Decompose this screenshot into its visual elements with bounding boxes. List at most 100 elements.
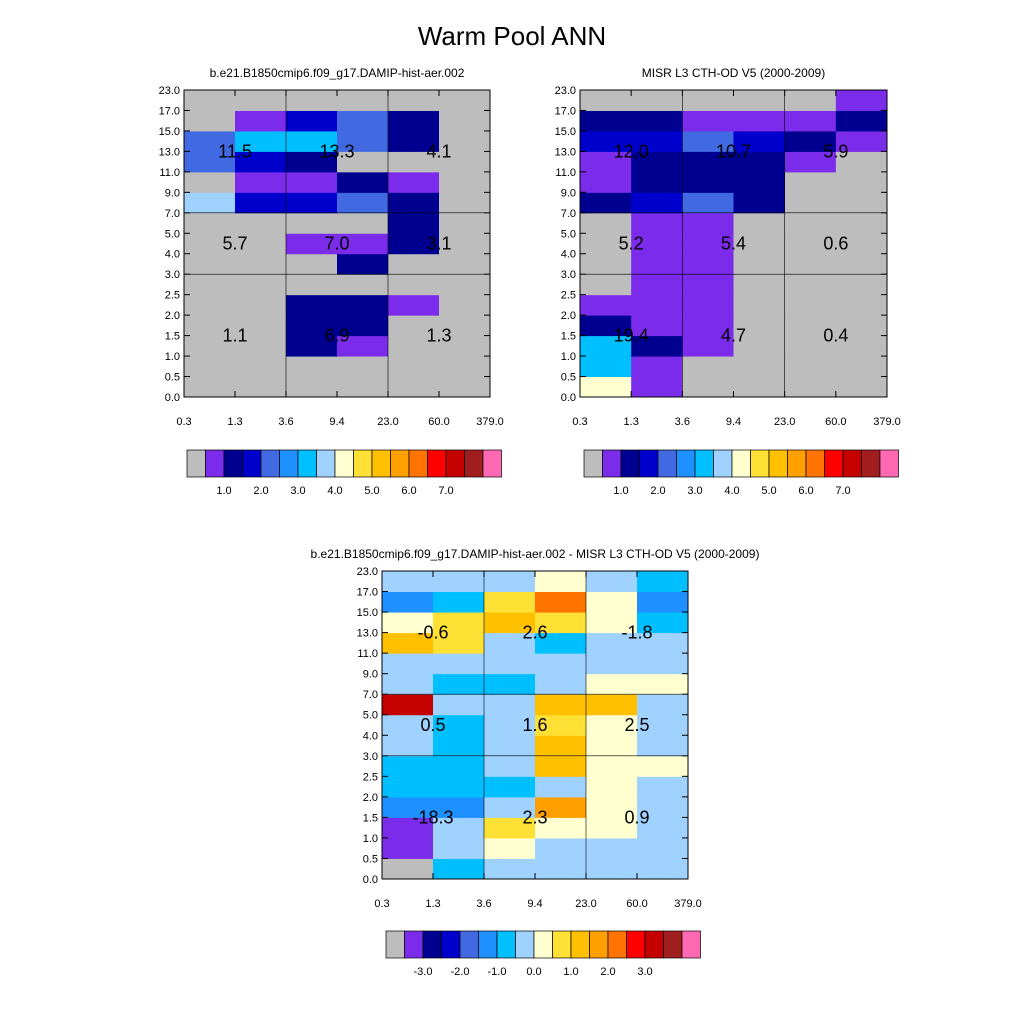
colorbar-swatch	[445, 449, 465, 478]
colorbar-swatch	[824, 449, 844, 478]
value-label: 11.5	[218, 141, 252, 161]
colorbar-swatch	[496, 930, 516, 959]
heatmap-cell	[286, 151, 338, 173]
heatmap-cell	[382, 694, 434, 716]
colorbar-swatch	[408, 449, 428, 478]
heatmap-cell	[835, 253, 888, 275]
heatmap-cell	[682, 212, 734, 234]
colorbar-label: 1.0	[216, 485, 231, 497]
heatmap-cell	[535, 591, 587, 613]
heatmap-cell	[184, 90, 236, 111]
value-label: 0.5	[420, 715, 445, 735]
heatmap-cell	[439, 151, 491, 173]
heatmap-cell	[835, 356, 888, 378]
colorbar-label: 3.0	[687, 485, 702, 497]
heatmap-cell	[433, 673, 485, 695]
heatmap-cell	[637, 591, 689, 613]
colorbar-swatch	[371, 449, 391, 478]
colorbar-swatch	[385, 930, 405, 959]
x-tick-label: 379.0	[674, 898, 702, 910]
colorbar-label: 5.0	[364, 485, 379, 497]
heatmap-cell	[337, 274, 389, 296]
y-tick-label: 0.5	[363, 853, 378, 865]
heatmap-cell	[484, 653, 536, 675]
heatmap-cell	[337, 212, 389, 234]
x-tick-label: 9.4	[726, 416, 741, 428]
heatmap-cell	[835, 335, 888, 357]
heatmap-cell	[433, 858, 485, 880]
colorbar-swatch	[879, 449, 899, 478]
colorbar-swatch	[533, 930, 553, 959]
heatmap-cell	[580, 294, 632, 316]
heatmap-cell	[580, 253, 632, 275]
heatmap-cell	[337, 110, 389, 132]
heatmap-cell	[184, 294, 236, 316]
value-label: 2.6	[522, 623, 547, 643]
heatmap-cell	[682, 90, 734, 111]
heatmap-cell	[535, 612, 587, 634]
heatmap-cell	[388, 274, 440, 296]
colorbar-swatch	[552, 930, 572, 959]
heatmap-cell	[535, 755, 587, 777]
heatmap-panel-1: 0.0 0.5 1.0 1.5 2.0 2.5 3.0 4.0 5.0 7.0 9.0 11.0 13.…	[159, 66, 504, 497]
heatmap-cell	[388, 90, 440, 111]
y-tick-label: 0.0	[165, 392, 180, 404]
colorbar-swatch	[639, 449, 659, 478]
heatmap-cell	[439, 356, 491, 378]
heatmap-cell	[733, 110, 786, 132]
x-tick-label: 23.0	[774, 416, 795, 428]
colorbar-swatch	[464, 449, 484, 478]
heatmap-cell	[382, 632, 434, 654]
heatmap-cell	[433, 714, 485, 736]
heatmap-cell	[388, 151, 440, 173]
value-label: 0.6	[823, 234, 848, 254]
colorbar-swatch	[676, 449, 696, 478]
y-tick-label: 9.0	[363, 669, 378, 681]
colorbar-swatch	[260, 449, 280, 478]
y-tick-label: 17.0	[357, 587, 378, 599]
y-tick-label: 2.0	[363, 792, 378, 804]
y-tick-label: 0.0	[363, 874, 378, 886]
heatmap-cell	[382, 837, 434, 859]
heatmap-cell	[433, 755, 485, 777]
y-tick-label: 2.5	[363, 771, 378, 783]
heatmap-cell	[631, 274, 683, 296]
heatmap-cell	[586, 673, 638, 695]
heatmap-cell	[631, 335, 683, 357]
heatmap-cell	[637, 858, 689, 880]
y-tick-label: 7.0	[561, 208, 576, 220]
colorbar-swatch	[589, 930, 609, 959]
heatmap-cell	[535, 858, 587, 880]
y-tick-label: 2.0	[165, 310, 180, 322]
heatmap-cell	[631, 192, 683, 214]
colorbar-swatch	[459, 930, 479, 959]
heatmap-cell	[631, 151, 683, 173]
heatmap-cell	[388, 294, 440, 316]
y-tick-label: 9.0	[561, 187, 576, 199]
heatmap-cell	[337, 90, 389, 111]
y-tick-label: 5.0	[165, 228, 180, 240]
heatmap-cell	[337, 294, 389, 316]
heatmap-cell	[835, 90, 888, 111]
y-tick-label: 15.0	[357, 607, 378, 619]
heatmap-cell	[235, 376, 287, 398]
y-tick-label: 17.0	[555, 105, 576, 117]
y-tick-label: 23.0	[159, 85, 180, 97]
heatmap-cell	[382, 735, 434, 757]
heatmap-cell	[235, 130, 287, 152]
heatmap-cell	[535, 714, 587, 736]
heatmap-cell	[484, 591, 536, 613]
y-tick-label: 3.0	[363, 751, 378, 763]
value-label: 5.9	[823, 141, 848, 161]
colorbar-swatch	[583, 449, 603, 478]
y-tick-label: 11.0	[159, 167, 180, 179]
y-tick-label: 3.0	[165, 269, 180, 281]
value-label: -0.6	[417, 623, 448, 643]
value-label: 2.5	[624, 715, 649, 735]
colorbar-swatch	[644, 930, 664, 959]
heatmap-cell	[382, 591, 434, 613]
heatmap-cell	[784, 151, 837, 173]
heatmap-cell	[382, 612, 434, 634]
heatmap-cell	[235, 233, 287, 255]
colorbar-swatch	[297, 449, 317, 478]
